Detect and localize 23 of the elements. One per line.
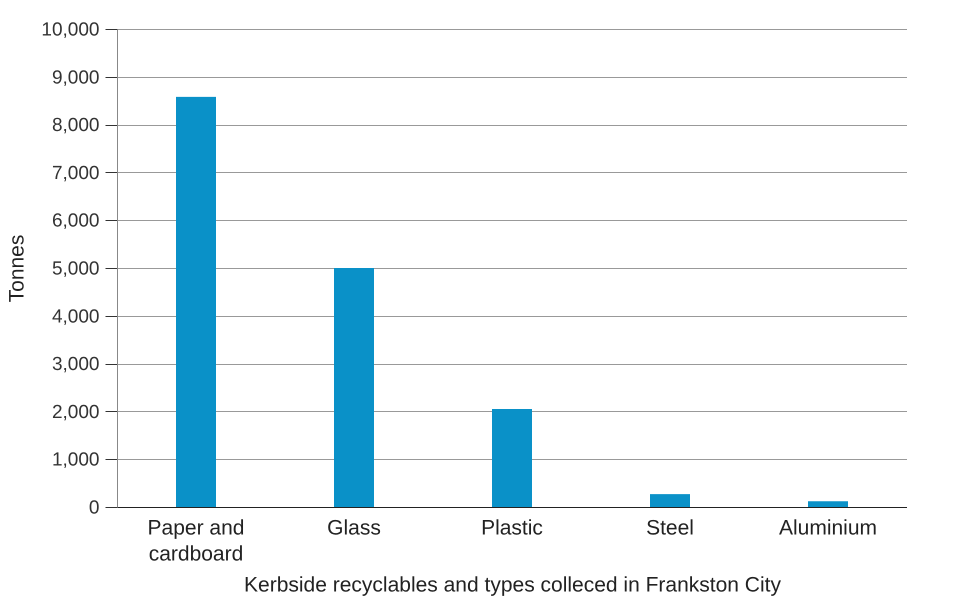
y-tick-label: 10,000 [41, 20, 100, 40]
bar [650, 494, 690, 507]
y-tick-label: 1,000 [52, 450, 100, 471]
y-axis-title: Tonnes [5, 234, 28, 302]
y-tick-label: 4,000 [52, 306, 100, 328]
y-tick-label: 5,000 [52, 258, 100, 280]
y-tick-label: 0 [88, 498, 100, 518]
y-tick-label: 2,000 [52, 402, 100, 423]
x-tick-label: Steel [646, 516, 694, 540]
bar [334, 268, 374, 507]
y-tick-label: 9,000 [52, 67, 100, 88]
x-tick-label: Plastic [481, 516, 543, 540]
bar [492, 409, 532, 507]
bar [808, 501, 848, 507]
y-tick-label: 6,000 [52, 210, 100, 232]
x-tick-label: Paper and cardboard [148, 516, 244, 566]
x-axis-title: Kerbside recyclables and types colleced in Frankston City [244, 574, 782, 596]
x-tick-label: Aluminium [778, 516, 878, 540]
bar [176, 96, 216, 507]
y-tick-label: 3,000 [52, 354, 100, 376]
y-tick-label: 8,000 [52, 115, 100, 136]
y-tick-label: 7,000 [52, 162, 100, 184]
x-tick-label: Glass [327, 516, 381, 540]
